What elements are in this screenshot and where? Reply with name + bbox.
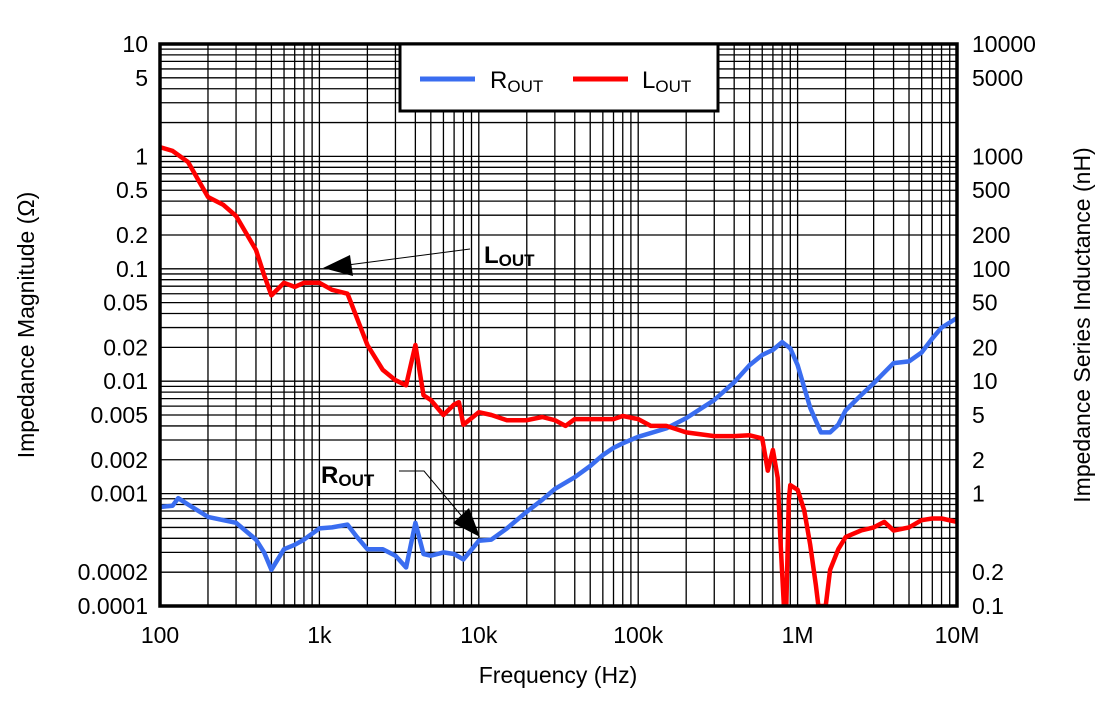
y2-tick-labels: 10000 5000 1000 500 200 100 50 20 10 5 2 1 0.2 0.1 xyxy=(972,31,1036,619)
y-tick-label: 0.2 xyxy=(116,222,148,248)
y-tick-label: 0.5 xyxy=(116,177,148,203)
x-axis-label: Frequency (Hz) xyxy=(479,662,637,688)
series-layer xyxy=(160,144,957,606)
grid xyxy=(159,44,957,607)
annotation-rout: ROUT xyxy=(321,462,480,537)
x-tick-label: 10M xyxy=(935,622,980,648)
y-tick-label: 1 xyxy=(135,143,148,169)
y2-tick-label: 1000 xyxy=(972,143,1023,169)
y-tick-label: 0.0002 xyxy=(78,559,148,585)
y2-tick-label: 100 xyxy=(972,256,1010,282)
y2-tick-label: 200 xyxy=(972,222,1010,248)
legend-label-rout: ROUT xyxy=(490,67,543,96)
series-line-l-out xyxy=(160,144,957,606)
x-tick-label: 1k xyxy=(307,622,332,648)
y-tick-label: 0.005 xyxy=(90,402,148,428)
plot-frame xyxy=(158,42,959,608)
y2-tick-label: 50 xyxy=(972,290,998,316)
y-tick-label: 10 xyxy=(122,31,148,57)
y2-tick-label: 10000 xyxy=(972,31,1036,57)
annotation-lout-label: LOUT xyxy=(484,242,535,270)
x-tick-label: 100 xyxy=(141,622,179,648)
y-tick-label: 0.0001 xyxy=(78,593,148,619)
annotation-rout-arrowhead xyxy=(453,508,480,537)
y2-axis-label: Impedance Series Inductance (nH) xyxy=(1069,147,1095,502)
x-tick-label: 100k xyxy=(613,622,663,648)
y2-tick-label: 1 xyxy=(972,481,985,507)
series-line-r-out xyxy=(160,316,957,573)
y-tick-label: 0.05 xyxy=(103,290,148,316)
y-tick-label: 0.001 xyxy=(90,481,148,507)
x-tick-label: 10k xyxy=(460,622,498,648)
x-tick-label: 1M xyxy=(782,622,814,648)
y2-tick-label: 2 xyxy=(972,447,985,473)
annotation-lout-arrowhead xyxy=(323,255,353,276)
annotation-lout-leader xyxy=(339,248,471,267)
x-tick-labels: 100 1k 10k 100k 1M 10M xyxy=(141,622,980,648)
y-tick-label: 0.02 xyxy=(103,334,148,360)
y2-tick-label: 0.2 xyxy=(972,559,1004,585)
y-axis-label: Impedance Magnitude (Ω) xyxy=(13,192,39,459)
y2-tick-label: 5000 xyxy=(972,65,1023,91)
annotation-lout: LOUT xyxy=(323,242,535,276)
y-tick-label: 0.002 xyxy=(90,447,148,473)
y2-tick-label: 0.1 xyxy=(972,593,1004,619)
y2-tick-label: 5 xyxy=(972,402,985,428)
y-tick-labels: 10 5 1 0.5 0.2 0.1 0.05 0.02 0.01 0.005 0.002 0.001… xyxy=(78,31,148,619)
y-tick-label: 0.01 xyxy=(103,368,148,394)
legend: ROUT LOUT xyxy=(398,42,720,113)
y2-tick-label: 20 xyxy=(972,334,998,360)
annotation-rout-label: ROUT xyxy=(321,462,375,490)
annotation-rout-leader xyxy=(399,470,466,521)
y-tick-label: 0.1 xyxy=(116,256,148,282)
legend-label-lout: LOUT xyxy=(642,67,691,96)
y2-tick-label: 10 xyxy=(972,368,998,394)
y2-tick-label: 500 xyxy=(972,177,1010,203)
y-tick-label: 5 xyxy=(135,65,148,91)
